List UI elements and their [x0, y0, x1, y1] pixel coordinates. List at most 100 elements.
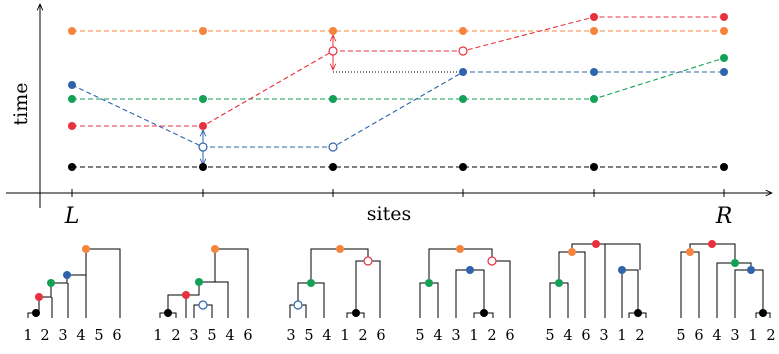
right-label: R	[715, 204, 733, 229]
tree-2-leaf: 5	[207, 328, 216, 344]
tree-6-leaf: 6	[694, 328, 703, 344]
tree-5-leaf: 5	[545, 328, 554, 344]
tree-6-leaf: 5	[676, 328, 685, 344]
tree-6-node-orange	[686, 248, 694, 256]
tree-2-leaf: 4	[225, 328, 234, 344]
blue-point	[459, 68, 467, 76]
orange-point	[459, 27, 467, 35]
black-point	[720, 163, 728, 171]
tree-5-node-red	[592, 240, 600, 248]
black-point	[459, 163, 467, 171]
tree-5-leaf: 3	[599, 328, 608, 344]
x-axis-label: sites	[367, 203, 411, 225]
black-point	[199, 163, 207, 171]
blue-point	[590, 68, 598, 76]
tree-3-node-black	[352, 309, 360, 317]
tree-4-node-black	[480, 309, 488, 317]
black-point	[329, 163, 337, 171]
orange-point	[199, 27, 207, 35]
tree-5-node-blue	[618, 266, 626, 274]
green-point	[590, 95, 598, 103]
tree-1-leaf: 1	[23, 328, 32, 344]
tree-3-leaf: 4	[322, 328, 331, 344]
tree-5-leaf: 1	[617, 328, 626, 344]
tree-3-leaf: 3	[286, 328, 295, 344]
tree-2-leaf: 1	[153, 328, 162, 344]
tree-2-node-green	[195, 278, 203, 286]
red-point	[68, 122, 76, 130]
black-points	[68, 163, 728, 171]
tree-5-leaf: 4	[563, 328, 572, 344]
tree-5-node-green	[555, 279, 563, 287]
blue-point-hollow	[328, 142, 338, 152]
tree-4-leaf: 1	[469, 328, 478, 344]
tree-2-node-black	[164, 309, 172, 317]
tree-4-leaf: 5	[415, 328, 424, 344]
tree-4-leaf: 2	[487, 328, 496, 344]
tree-5-node-orange	[568, 248, 576, 256]
tree-4-leaf: 6	[505, 328, 514, 344]
tree-2-leaf: 3	[189, 328, 198, 344]
green-point	[199, 95, 207, 103]
tree-3-leaf: 2	[358, 328, 367, 344]
blue-point-hollow	[198, 142, 208, 152]
tree-6-leaf: 4	[712, 328, 721, 344]
tree-4-leaf: 4	[433, 328, 442, 344]
time-sites-plot: time sites L R	[6, 4, 772, 229]
orange-point	[720, 27, 728, 35]
tree-6-node-black	[759, 309, 767, 317]
tree-3-leaf: 5	[304, 328, 313, 344]
tree-6-leaf: 2	[766, 328, 775, 344]
tree-5-branches	[549, 243, 647, 318]
green-point	[329, 95, 337, 103]
tree-6-node-blue	[747, 266, 755, 274]
tree-5: 5 4 6 3 1 2	[545, 240, 647, 344]
tree-3-node-green	[307, 279, 315, 287]
y-axis-label: time	[10, 83, 32, 126]
tree-4-node-orange	[456, 245, 464, 253]
blue-points	[68, 68, 728, 152]
orange-point	[329, 27, 337, 35]
green-point	[459, 95, 467, 103]
tree-1-leaf: 3	[58, 328, 67, 344]
left-label: L	[64, 204, 80, 229]
tree-1: 1 2 3 4 5 6	[23, 245, 122, 344]
black-point	[68, 163, 76, 171]
green-lineage	[72, 57, 725, 100]
red-point	[590, 13, 598, 21]
red-point-hollow	[328, 46, 338, 56]
tree-6-node-red	[708, 240, 716, 248]
tree-2-leaf: 6	[243, 328, 252, 344]
tree-2-node-blue-hollow	[198, 300, 208, 310]
tree-2-node-orange	[211, 245, 219, 253]
tree-5-node-black	[634, 309, 642, 317]
orange-point	[590, 27, 598, 35]
red-points	[68, 13, 728, 130]
red-point	[199, 122, 207, 130]
tree-1-leaf: 2	[40, 328, 49, 344]
tree-4-branches	[419, 248, 511, 318]
tree-2: 1 2 3 5 4 6	[153, 245, 253, 344]
black-point	[590, 163, 598, 171]
tree-3-node-red-hollow	[363, 256, 373, 266]
tree-4-leaf: 3	[451, 328, 460, 344]
blue-point	[720, 68, 728, 76]
green-point	[68, 95, 76, 103]
x-ticks	[71, 189, 725, 197]
tree-1-node-black	[32, 309, 40, 317]
orange-points	[68, 27, 728, 35]
red-point	[720, 13, 728, 21]
tree-2-node-red	[182, 291, 190, 299]
tree-6-leaf: 1	[748, 328, 757, 344]
tree-3-node-orange	[336, 245, 344, 253]
tree-1-leaf: 6	[112, 328, 121, 344]
tree-1-node-green	[47, 279, 55, 287]
tree-1-branches	[27, 248, 121, 318]
tree-4-node-green	[425, 279, 433, 287]
tree-1-node-orange	[82, 245, 90, 253]
tree-3-node-blue-hollow	[293, 300, 303, 310]
local-trees: 1 2 3 4 5 6 1 2 3 5 4 6	[23, 240, 776, 344]
tree-6-leaf: 3	[730, 328, 739, 344]
tree-3-leaf: 1	[340, 328, 349, 344]
